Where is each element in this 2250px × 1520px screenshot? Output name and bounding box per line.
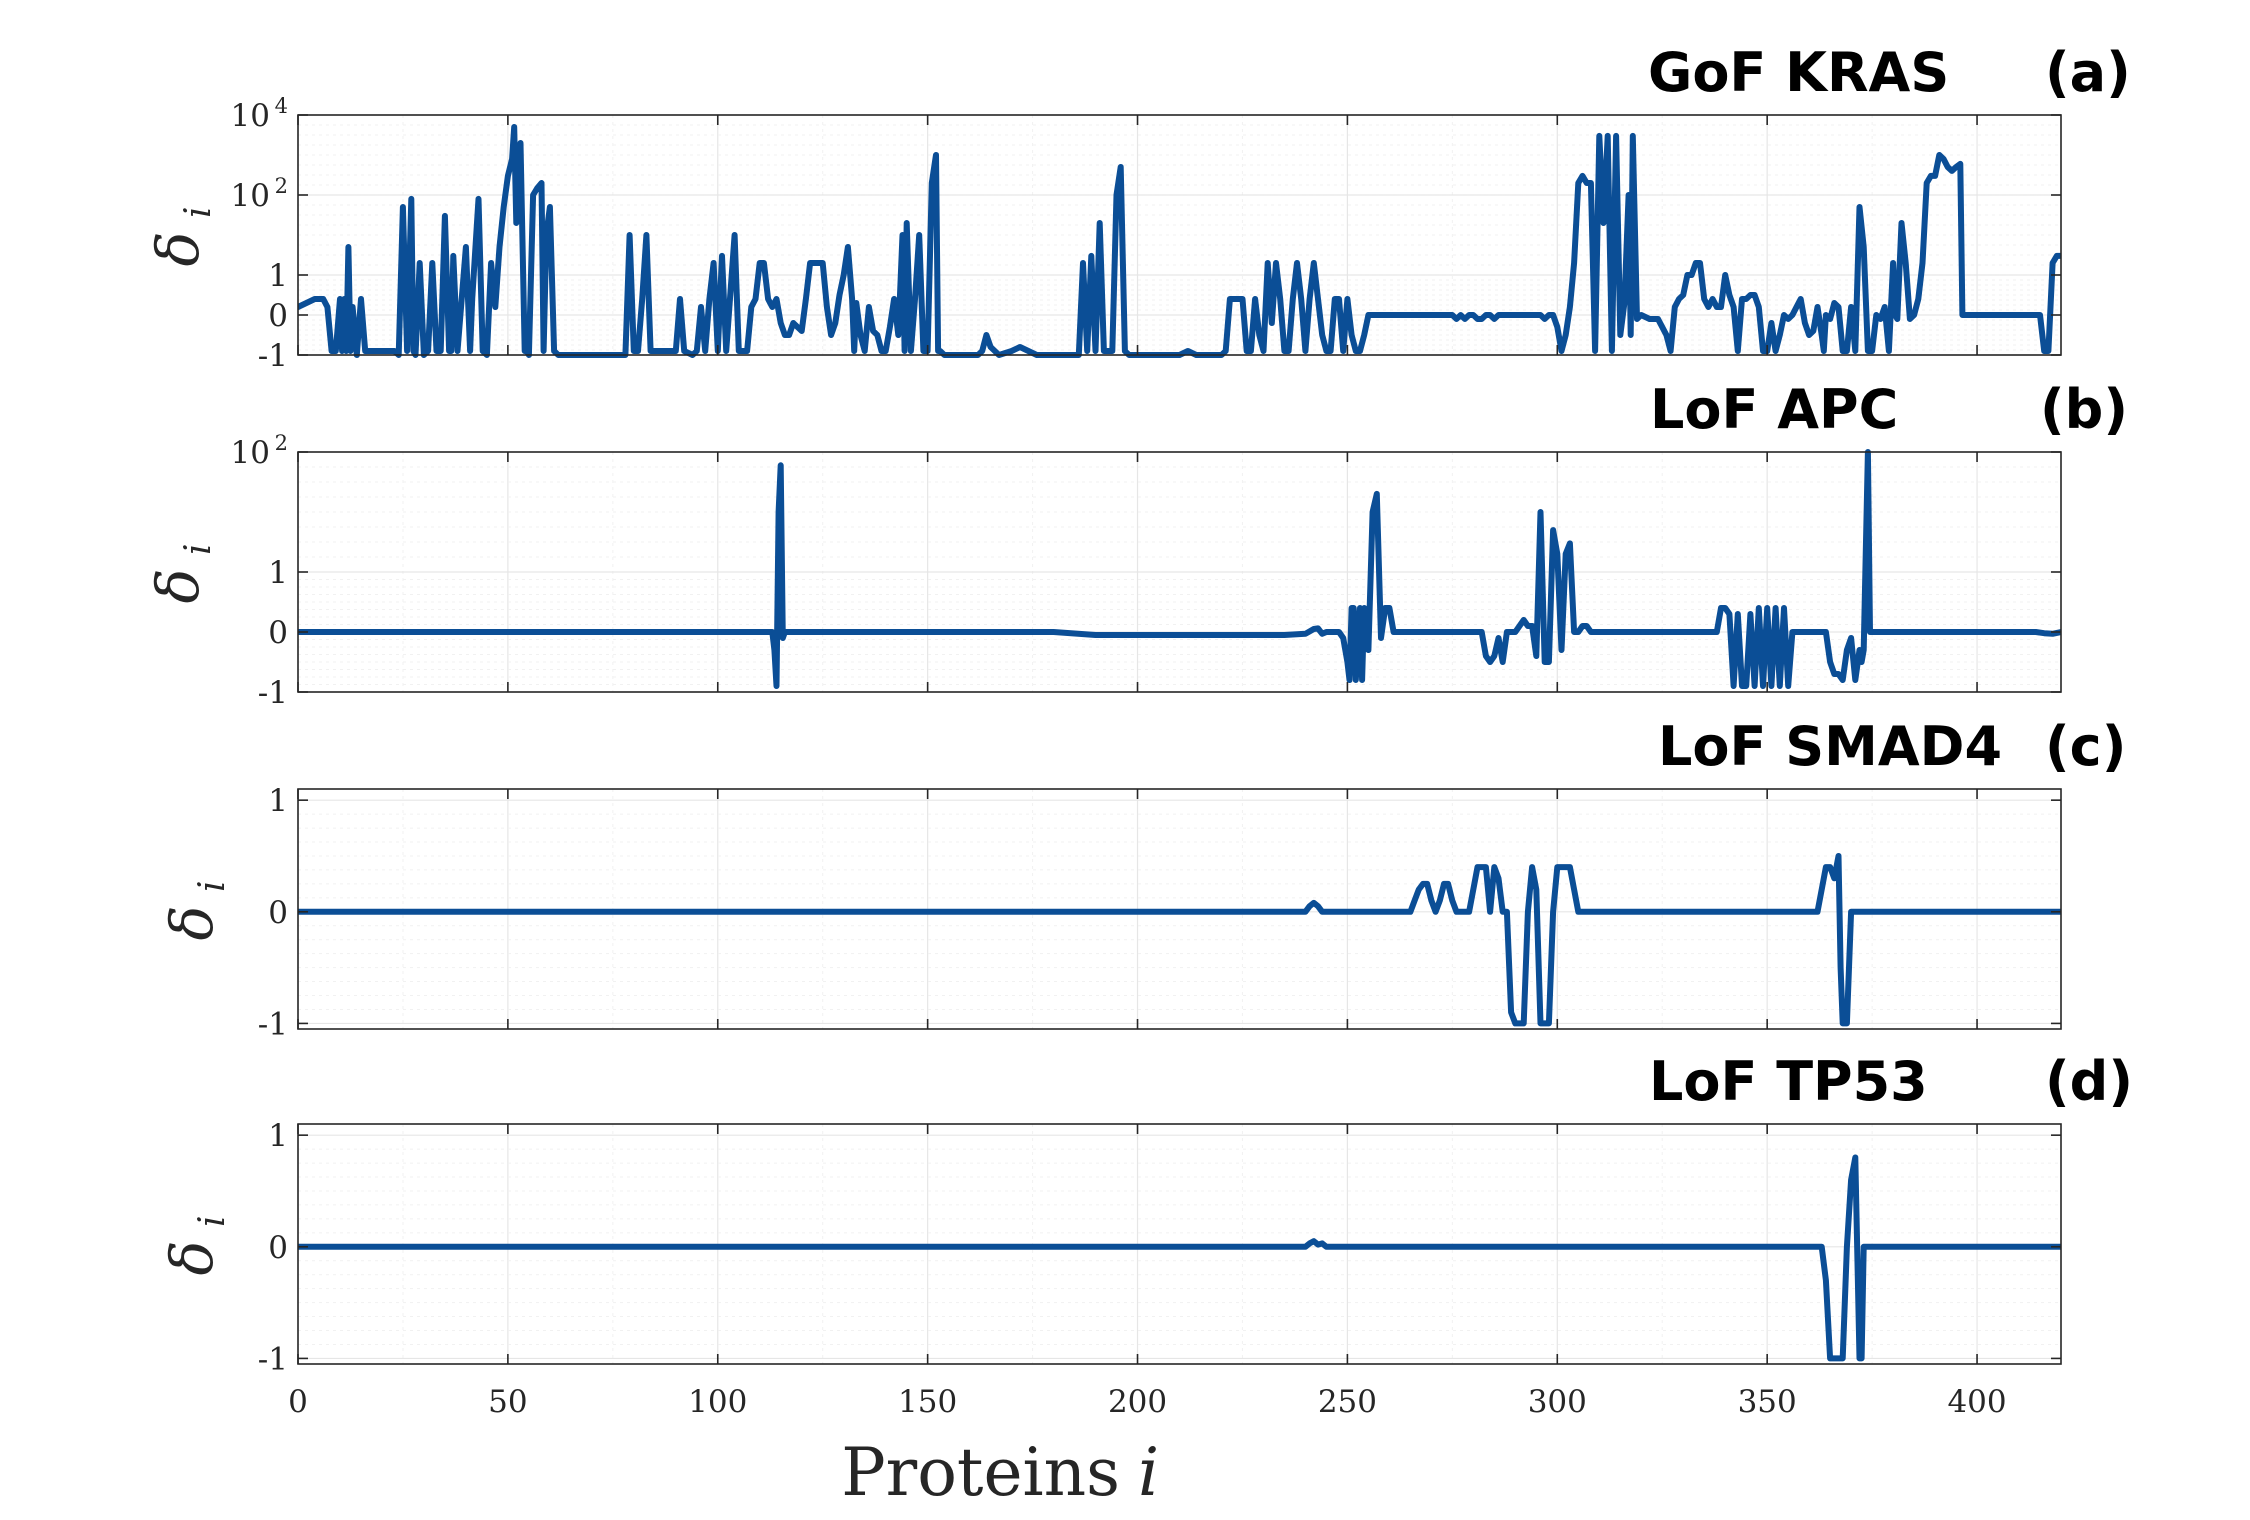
y-axis-label: δi — [158, 880, 233, 940]
y-axis-symbol: δ — [144, 232, 212, 267]
x-axis: 0 50 100 150 200 250 300 350 400 Proteins i — [288, 1384, 2007, 1511]
panel-title: LoF TP53 — [1649, 1050, 1928, 1113]
y-ticks: -1 0 1 — [258, 1118, 2061, 1377]
y-tick-label: -1 — [258, 1341, 288, 1377]
y-tick-label: 1 — [268, 1118, 288, 1154]
y-ticks: -1 0 1 — [258, 783, 2061, 1042]
series-line — [298, 449, 2061, 689]
y-axis-label: δi — [144, 206, 219, 266]
y-tick-label: 0 — [268, 298, 288, 334]
y-axis-label: δi — [144, 543, 219, 603]
axes-frame — [297, 1123, 2062, 1365]
y-tick-label: 1 — [268, 783, 288, 819]
x-tick-label: 150 — [898, 1384, 957, 1420]
series-line — [298, 853, 2061, 1027]
y-tick-label: -1 — [258, 338, 288, 374]
y-axis-subscript: i — [178, 206, 219, 218]
y-tick-label: 0 — [268, 615, 288, 651]
y-tick-exponent: 4 — [275, 94, 288, 118]
x-tick-label: 50 — [488, 1384, 527, 1420]
y-tick-label: 10 — [231, 435, 270, 471]
x-axis-label: Proteins — [841, 1434, 1120, 1511]
y-axis-subscript: i — [192, 880, 233, 892]
axes-frame — [297, 788, 2062, 1030]
x-tick-label: 400 — [1947, 1384, 2006, 1420]
y-tick-label: 1 — [268, 555, 288, 591]
x-tick-label: 200 — [1108, 1384, 1167, 1420]
x-tick-label: 300 — [1528, 1384, 1587, 1420]
x-tick-label: 0 — [288, 1384, 308, 1420]
y-tick-label: 1 — [268, 258, 288, 294]
y-ticks: -1 0 1 10 2 — [231, 431, 2061, 711]
y-axis-symbol: δ — [158, 1241, 226, 1276]
y-axis-subscript: i — [178, 543, 219, 555]
panel-title: GoF KRAS — [1648, 41, 1949, 104]
x-tick-label: 100 — [688, 1384, 747, 1420]
y-tick-label: -1 — [258, 675, 288, 711]
series-line — [298, 1154, 2061, 1362]
panel-title: LoF SMAD4 — [1658, 715, 2002, 778]
y-axis-label: δi — [158, 1215, 233, 1275]
y-tick-label: 10 — [231, 178, 270, 214]
y-tick-exponent: 2 — [275, 431, 288, 455]
y-tick-exponent: 2 — [275, 174, 288, 198]
x-tick-label: 250 — [1318, 1384, 1377, 1420]
x-tick-label: 350 — [1738, 1384, 1797, 1420]
x-axis-variable: i — [1138, 1434, 1159, 1511]
panel-label: (a) — [2045, 41, 2131, 104]
panel-label: (b) — [2040, 378, 2128, 441]
panel-label: (c) — [2045, 715, 2126, 778]
y-axis-symbol: δ — [144, 569, 212, 604]
y-axis-subscript: i — [192, 1215, 233, 1227]
y-axis-symbol: δ — [158, 906, 226, 941]
y-tick-label: 10 — [231, 98, 270, 134]
axes-frame — [297, 114, 2062, 356]
panel-label: (d) — [2045, 1050, 2133, 1113]
panel-title: LoF APC — [1650, 378, 1898, 441]
y-tick-label: 0 — [268, 895, 288, 931]
y-tick-label: -1 — [258, 1006, 288, 1042]
y-tick-label: 0 — [268, 1230, 288, 1266]
